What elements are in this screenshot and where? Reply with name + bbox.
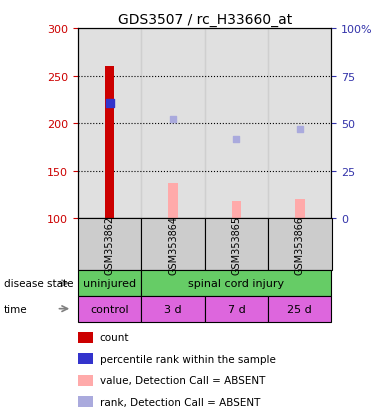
Bar	[105, 67, 114, 219]
Text: GSM353866: GSM353866	[295, 215, 305, 274]
Bar	[295, 200, 305, 219]
Bar	[205, 29, 268, 219]
Point	[297, 126, 303, 133]
Text: control: control	[90, 304, 129, 314]
Text: spinal cord injury: spinal cord injury	[188, 278, 284, 288]
Text: count: count	[100, 332, 129, 342]
Text: GSM353864: GSM353864	[168, 215, 178, 274]
Text: 25 d: 25 d	[287, 304, 312, 314]
Bar	[168, 184, 178, 219]
Text: uninjured: uninjured	[83, 278, 136, 288]
Text: percentile rank within the sample: percentile rank within the sample	[100, 354, 276, 364]
Bar	[78, 29, 141, 219]
Bar	[232, 202, 241, 219]
Text: rank, Detection Call = ABSENT: rank, Detection Call = ABSENT	[100, 397, 260, 407]
Text: disease state: disease state	[4, 278, 73, 288]
Text: GSM353865: GSM353865	[231, 215, 241, 274]
Text: 7 d: 7 d	[227, 304, 245, 314]
Bar	[141, 29, 205, 219]
Text: value, Detection Call = ABSENT: value, Detection Call = ABSENT	[100, 375, 265, 385]
Text: 3 d: 3 d	[164, 304, 182, 314]
Text: time: time	[4, 304, 28, 314]
Title: GDS3507 / rc_H33660_at: GDS3507 / rc_H33660_at	[118, 12, 292, 26]
Point	[233, 137, 239, 143]
Bar	[268, 29, 332, 219]
Point	[170, 117, 176, 123]
Text: GSM353862: GSM353862	[105, 215, 115, 274]
Point	[106, 101, 113, 107]
